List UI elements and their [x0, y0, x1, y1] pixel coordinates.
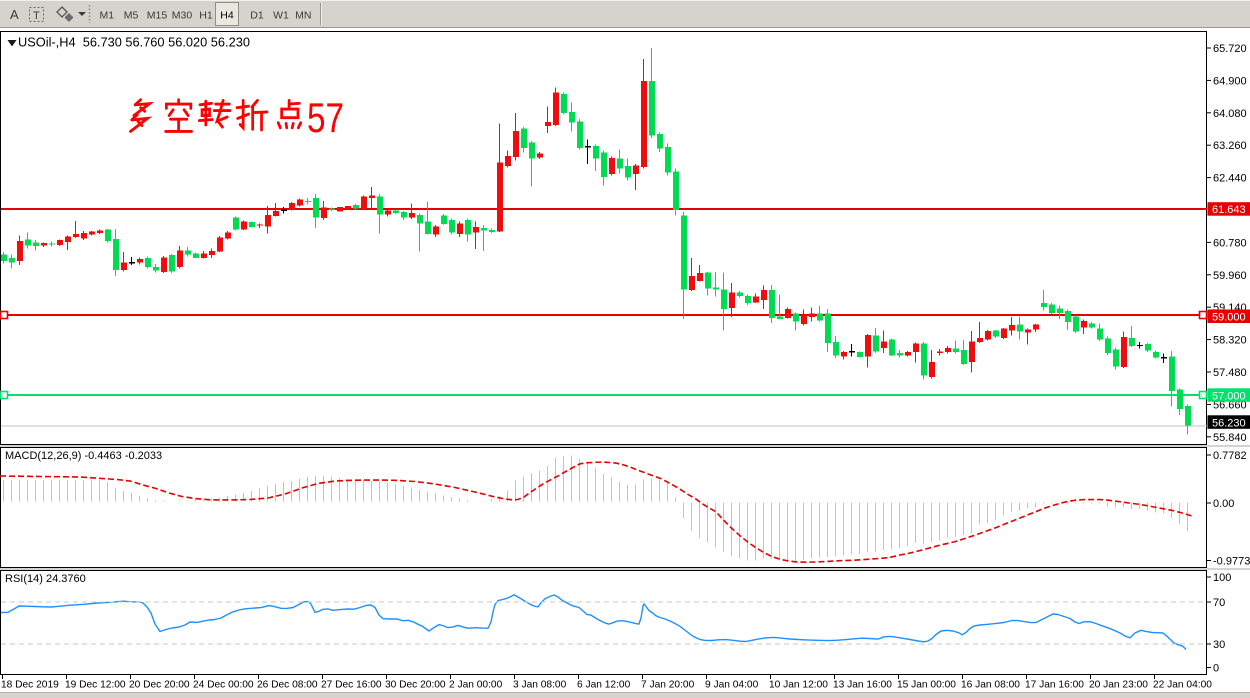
svg-text:62.440: 62.440	[1213, 173, 1247, 185]
svg-text:H1: H1	[199, 10, 213, 22]
svg-text:64.080: 64.080	[1213, 108, 1247, 120]
svg-text:30: 30	[1213, 639, 1225, 651]
svg-text:0.00: 0.00	[1213, 498, 1234, 510]
svg-text:7 Jan 20:00: 7 Jan 20:00	[641, 680, 695, 691]
svg-text:RSI(14) 24.3760: RSI(14) 24.3760	[5, 573, 86, 585]
svg-text:MN: MN	[295, 10, 311, 22]
svg-text:3 Jan 08:00: 3 Jan 08:00	[513, 680, 567, 691]
svg-text:63.260: 63.260	[1213, 140, 1247, 152]
svg-text:19 Dec 12:00: 19 Dec 12:00	[65, 680, 126, 691]
svg-text:17 Jan 16:00: 17 Jan 16:00	[1025, 680, 1084, 691]
svg-text:59.960: 59.960	[1213, 270, 1247, 282]
svg-text:57.480: 57.480	[1213, 367, 1247, 379]
svg-text:2 Jan 00:00: 2 Jan 00:00	[449, 680, 503, 691]
svg-text:16 Jan 08:00: 16 Jan 08:00	[961, 680, 1020, 691]
svg-text:USOil-,H4 56.730 56.760 56.02: USOil-,H4 56.730 56.760 56.020 56.230	[18, 35, 250, 50]
svg-text:T: T	[33, 10, 40, 22]
svg-text:MACD(12,26,9) -0.4463 -0.2033: MACD(12,26,9) -0.4463 -0.2033	[5, 450, 162, 462]
svg-text:57.000: 57.000	[1212, 390, 1246, 402]
svg-text:64.900: 64.900	[1213, 75, 1247, 87]
svg-text:57: 57	[307, 94, 344, 141]
svg-text:70: 70	[1213, 597, 1225, 609]
svg-text:61.643: 61.643	[1212, 204, 1246, 216]
svg-text:56.230: 56.230	[1212, 417, 1246, 429]
svg-text:24 Dec 00:00: 24 Dec 00:00	[193, 680, 254, 691]
svg-text:56.660: 56.660	[1213, 399, 1247, 411]
svg-text:65.720: 65.720	[1213, 43, 1247, 55]
svg-text:26 Dec 08:00: 26 Dec 08:00	[257, 680, 318, 691]
svg-text:A: A	[10, 7, 19, 22]
svg-text:D1: D1	[250, 10, 264, 22]
svg-text:10 Jan 12:00: 10 Jan 12:00	[769, 680, 828, 691]
svg-text:100: 100	[1213, 572, 1231, 584]
svg-text:59.000: 59.000	[1212, 312, 1246, 324]
svg-text:M1: M1	[100, 10, 115, 22]
svg-text:30 Dec 20:00: 30 Dec 20:00	[385, 680, 446, 691]
svg-text:0.7782: 0.7782	[1213, 450, 1247, 462]
svg-text:58.320: 58.320	[1213, 335, 1247, 347]
svg-text:22 Jan 04:00: 22 Jan 04:00	[1153, 680, 1212, 691]
svg-text:W1: W1	[273, 10, 289, 22]
svg-text:H4: H4	[220, 10, 234, 22]
svg-text:13 Jan 16:00: 13 Jan 16:00	[833, 680, 892, 691]
svg-text:6 Jan 12:00: 6 Jan 12:00	[577, 680, 631, 691]
svg-text:20 Dec 20:00: 20 Dec 20:00	[129, 680, 190, 691]
svg-text:-0.9773: -0.9773	[1213, 556, 1250, 568]
svg-text:M5: M5	[124, 10, 139, 22]
svg-text:9 Jan 04:00: 9 Jan 04:00	[705, 680, 759, 691]
svg-text:27 Dec 16:00: 27 Dec 16:00	[321, 680, 382, 691]
svg-text:0: 0	[1213, 663, 1219, 675]
svg-text:18 Dec 2019: 18 Dec 2019	[1, 680, 59, 691]
svg-text:55.840: 55.840	[1213, 432, 1247, 444]
svg-text:60.780: 60.780	[1213, 237, 1247, 249]
svg-text:M15: M15	[147, 10, 168, 22]
svg-text:20 Jan 23:00: 20 Jan 23:00	[1089, 680, 1148, 691]
svg-text:15 Jan 00:00: 15 Jan 00:00	[897, 680, 956, 691]
svg-text:M30: M30	[172, 10, 193, 22]
